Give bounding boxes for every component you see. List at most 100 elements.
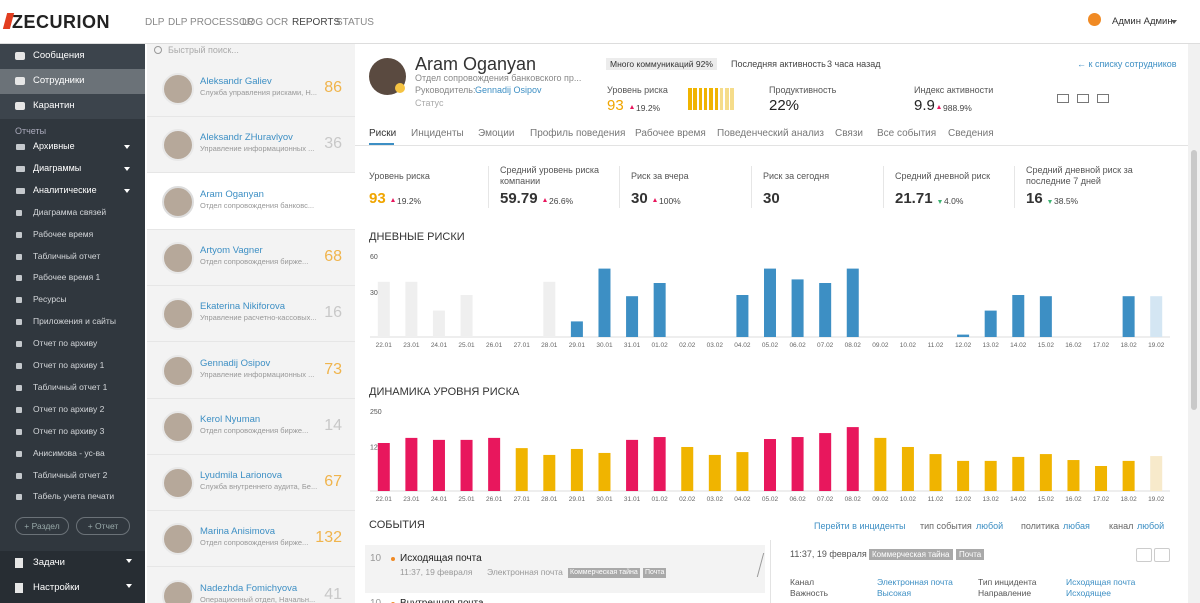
x-tick-label: 09.02: [872, 496, 889, 503]
tab[interactable]: Связи: [835, 128, 864, 139]
bar: [791, 437, 804, 491]
separator: [619, 166, 620, 208]
report-item[interactable]: Отчет по архиву 2: [33, 403, 105, 414]
nav-item[interactable]: OCR: [266, 17, 289, 28]
employee-name[interactable]: Marina Anisimova: [200, 526, 275, 538]
report-item[interactable]: Рабочее время 1: [33, 272, 101, 283]
event-dot: [391, 557, 395, 561]
activity-label: Последняя активность: [731, 59, 826, 69]
tab[interactable]: Риски: [369, 128, 397, 139]
report-item[interactable]: Диаграммы: [33, 162, 82, 173]
employee-dept: Управление информационных ...: [200, 369, 315, 379]
summary-label: Риск за вчера: [631, 171, 689, 181]
report-item[interactable]: Ресурсы: [33, 294, 67, 305]
x-tick-label: 01.02: [652, 342, 669, 349]
tag: Почта: [956, 549, 985, 560]
employee-row[interactable]: [147, 342, 355, 399]
user-name[interactable]: Админ Админ: [1112, 16, 1173, 27]
employee-row[interactable]: [147, 285, 355, 343]
tab[interactable]: Эмоции: [478, 128, 515, 139]
caret: [126, 559, 132, 563]
employee-name[interactable]: Aleksandr ZHuravlyov: [200, 132, 293, 144]
event-title[interactable]: Внутренняя почта: [400, 598, 484, 603]
employee-row[interactable]: [147, 229, 355, 286]
caret: [124, 188, 130, 193]
report-item[interactable]: Рабочее время: [33, 228, 94, 239]
filter-value[interactable]: любая: [1063, 521, 1090, 531]
tab[interactable]: Рабочее время: [635, 128, 706, 139]
x-tick-label: 11.02: [928, 342, 944, 349]
bar: [984, 310, 997, 337]
incidents-link[interactable]: Перейти в инциденты: [814, 521, 906, 531]
employee-name[interactable]: Nadezhda Fomichyova: [200, 582, 298, 594]
mood-icon: [395, 83, 405, 93]
detail-value[interactable]: Исходящая почта: [1066, 577, 1136, 587]
report-item[interactable]: Отчет по архиву: [33, 338, 98, 349]
report-item[interactable]: Табель учета печати: [33, 491, 115, 502]
nav-item[interactable]: LOG: [242, 17, 264, 28]
employee-name[interactable]: Aram Oganyan: [200, 188, 264, 200]
x-tick-label: 12.02: [955, 496, 972, 503]
report-item[interactable]: Архивные: [33, 141, 75, 151]
report-item[interactable]: Табличный отчет: [33, 250, 101, 261]
status[interactable]: Статус: [415, 98, 444, 108]
employee-name[interactable]: Kerol Nyuman: [200, 413, 261, 425]
back-link[interactable]: ← к списку сотрудников: [1077, 59, 1177, 69]
add-button[interactable]: + Отчет: [76, 517, 130, 535]
employee-name[interactable]: Lyudmila Larionova: [200, 470, 283, 482]
tab[interactable]: Профиль поведения: [530, 128, 626, 139]
x-tick-label: 23.01: [403, 496, 420, 503]
sidebar-item[interactable]: Сообщения: [33, 50, 85, 61]
report-item[interactable]: Аналитические: [33, 184, 97, 195]
x-tick-label: 05.02: [762, 342, 779, 349]
report-item[interactable]: Диаграмма связей: [33, 206, 107, 217]
bar: [543, 454, 556, 491]
sidebar-item[interactable]: Сотрудники: [33, 75, 85, 86]
sidebar-item[interactable]: Задачи: [33, 557, 65, 568]
nav-item[interactable]: STATUS: [336, 17, 374, 28]
summary-label: Средний уровень риска компании: [500, 165, 600, 186]
detail-value[interactable]: Электронная почта: [877, 577, 953, 587]
employee-name[interactable]: Artyom Vagner: [200, 244, 263, 256]
add-button[interactable]: + Раздел: [15, 517, 69, 535]
nav-item[interactable]: REPORTS: [292, 17, 341, 28]
tab[interactable]: Сведения: [948, 128, 994, 139]
filter-value[interactable]: любой: [1137, 521, 1165, 531]
employee-name[interactable]: Gennadij Osipov: [200, 357, 271, 369]
sidebar-item[interactable]: Настройки: [33, 582, 80, 593]
employee-name[interactable]: Aleksandr Galiev: [200, 76, 272, 87]
section-title: Отчеты: [15, 126, 47, 136]
nav-item[interactable]: DLP: [145, 17, 165, 28]
employee-dept: Отдел сопровождения бирже...: [200, 425, 309, 435]
x-tick-label: 04.02: [734, 342, 751, 349]
x-tick-label: 10.02: [900, 496, 917, 503]
report-item[interactable]: Приложения и сайты: [33, 316, 116, 327]
separator: [751, 166, 752, 208]
report-item[interactable]: Табличный отчет 1: [33, 381, 108, 392]
tab[interactable]: Поведенческий анализ: [717, 128, 824, 139]
detail-value[interactable]: Высокая: [877, 588, 912, 598]
event-score: 10: [370, 598, 381, 603]
nav-item[interactable]: DLP PROCESSOR: [168, 17, 254, 28]
gauge-bar: [698, 88, 703, 110]
employee-row[interactable]: [147, 172, 355, 230]
report-item[interactable]: Отчет по архиву 1: [33, 360, 105, 370]
report-item[interactable]: Отчет по архиву 3: [33, 425, 105, 436]
employee-row[interactable]: [147, 454, 355, 512]
detail-value[interactable]: Исходящее: [1066, 588, 1111, 598]
event-title[interactable]: Исходящая почта: [400, 553, 482, 564]
search-icon: [154, 46, 162, 54]
employee-row[interactable]: [147, 398, 355, 455]
search-input[interactable]: Быстрый поиск...: [168, 45, 239, 55]
employee-row[interactable]: [147, 510, 355, 568]
report-item[interactable]: Анисимова - ус-ва: [33, 447, 105, 458]
filter-value[interactable]: любой: [976, 521, 1004, 531]
sidebar-item[interactable]: Карантин: [33, 100, 75, 111]
tab[interactable]: Все события: [877, 128, 937, 139]
employee-name[interactable]: Ekaterina Nikiforova: [200, 301, 286, 313]
employee-row[interactable]: [147, 60, 355, 117]
employee-dept: Служба внутреннего аудита, Бе...: [200, 482, 318, 492]
report-item[interactable]: Табличный отчет 2: [33, 469, 108, 480]
tab[interactable]: Инциденты: [411, 128, 464, 139]
manager-link[interactable]: Gennadij Osipov: [475, 85, 542, 95]
